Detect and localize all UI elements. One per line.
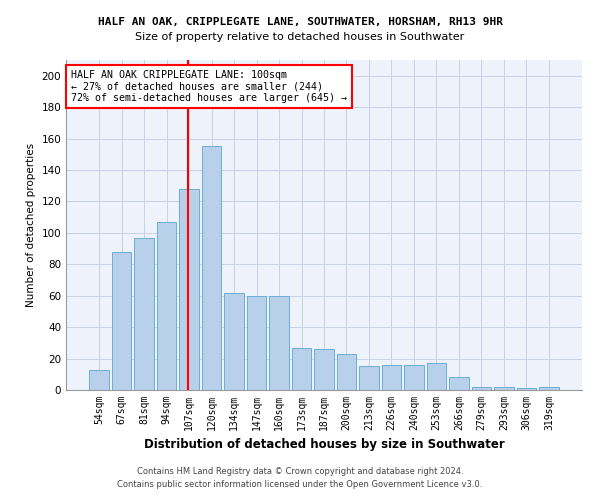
- Text: Contains public sector information licensed under the Open Government Licence v3: Contains public sector information licen…: [118, 480, 482, 489]
- Bar: [134, 238, 154, 390]
- Bar: [472, 387, 491, 390]
- Text: Size of property relative to detached houses in Southwater: Size of property relative to detached ho…: [136, 32, 464, 42]
- Bar: [157, 222, 176, 390]
- Bar: [449, 378, 469, 390]
- Bar: [539, 387, 559, 390]
- Bar: [202, 146, 221, 390]
- Bar: [292, 348, 311, 390]
- Bar: [517, 388, 536, 390]
- Text: Contains HM Land Registry data © Crown copyright and database right 2024.: Contains HM Land Registry data © Crown c…: [137, 467, 463, 476]
- Bar: [224, 292, 244, 390]
- Bar: [427, 364, 446, 390]
- Bar: [382, 365, 401, 390]
- Bar: [337, 354, 356, 390]
- X-axis label: Distribution of detached houses by size in Southwater: Distribution of detached houses by size …: [143, 438, 505, 452]
- Bar: [112, 252, 131, 390]
- Bar: [179, 189, 199, 390]
- Bar: [314, 349, 334, 390]
- Y-axis label: Number of detached properties: Number of detached properties: [26, 143, 36, 307]
- Bar: [247, 296, 266, 390]
- Bar: [269, 296, 289, 390]
- Bar: [89, 370, 109, 390]
- Text: HALF AN OAK CRIPPLEGATE LANE: 100sqm
← 27% of detached houses are smaller (244)
: HALF AN OAK CRIPPLEGATE LANE: 100sqm ← 2…: [71, 70, 347, 103]
- Text: HALF AN OAK, CRIPPLEGATE LANE, SOUTHWATER, HORSHAM, RH13 9HR: HALF AN OAK, CRIPPLEGATE LANE, SOUTHWATE…: [97, 18, 503, 28]
- Bar: [359, 366, 379, 390]
- Bar: [404, 365, 424, 390]
- Bar: [494, 387, 514, 390]
